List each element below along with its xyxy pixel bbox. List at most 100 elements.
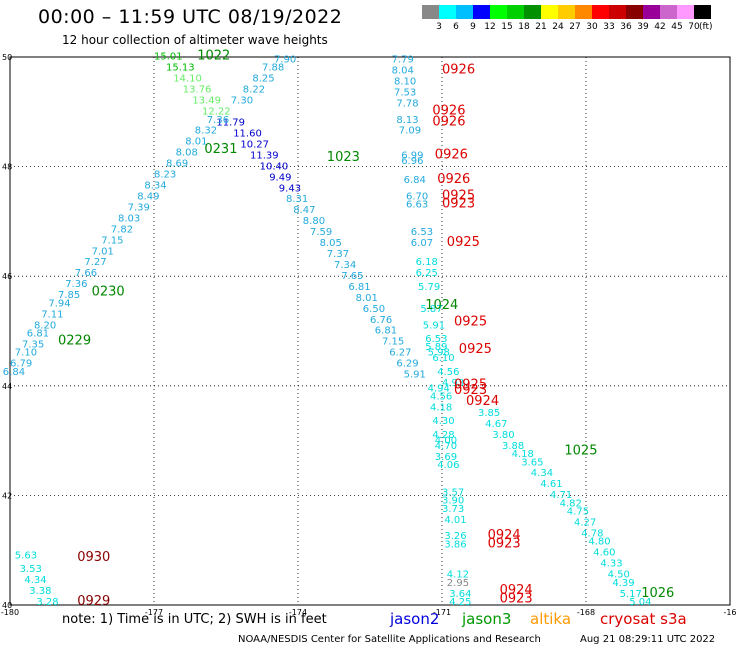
wave-height-label: 8.25	[252, 74, 274, 85]
wave-height-label: 8.32	[195, 126, 217, 137]
wave-height-label: 4.70	[435, 441, 457, 452]
wave-height-label: 7.65	[341, 271, 363, 282]
longitude-label: -180	[1, 608, 19, 617]
wave-height-label: 7.39	[128, 202, 150, 213]
scale-label: 18	[518, 22, 530, 32]
scale-label: 3	[436, 22, 442, 32]
wave-height-label: 6.10	[432, 353, 454, 364]
wave-height-label: 4.34	[24, 575, 46, 586]
scale-swatch	[507, 5, 524, 19]
scale-label: 30	[586, 22, 598, 32]
scale-swatch	[677, 5, 694, 19]
pass-time-label: 0925	[454, 378, 487, 393]
scale-label: 33	[603, 22, 615, 32]
wave-height-label: 6.63	[406, 200, 428, 211]
longitude-label: -16	[723, 608, 736, 617]
wave-height-label: 4.12	[447, 570, 469, 581]
wave-height-label: 7.15	[101, 235, 123, 246]
wave-height-label: 4.75	[567, 507, 589, 518]
wave-height-label: 6.96	[401, 156, 423, 167]
wave-height-label: 4.30	[432, 416, 454, 427]
pass-time-label: 0925	[447, 235, 480, 250]
wave-height-label: 5.89	[425, 342, 447, 353]
scale-label: 21	[535, 22, 547, 32]
wave-height-label: 6.53	[425, 334, 447, 345]
scale-label: 9	[470, 22, 476, 32]
wave-height-label: 6.79	[10, 359, 32, 370]
wave-height-label: 3.26	[444, 531, 466, 542]
wave-height-label: 3.28	[36, 597, 58, 608]
wave-height-label: 3.65	[521, 457, 543, 468]
wave-height-label: 5.98	[428, 348, 450, 359]
wave-height-label: 7.34	[334, 260, 356, 271]
pass-time-label: 0923	[500, 591, 533, 606]
latitude-label: 46	[2, 272, 12, 281]
scale-label: 12	[484, 22, 496, 32]
pass-time-label: 0924	[466, 394, 499, 409]
wave-height-label: 7.94	[48, 298, 70, 309]
satellite-legend-cryosat-s3a: cryosat s3a	[600, 610, 687, 628]
wave-height-label: 2.95	[447, 578, 469, 589]
wave-height-label: 3.86	[444, 539, 466, 550]
pass-time-label: 0229	[58, 334, 91, 349]
scale-swatch	[439, 5, 456, 19]
pass-time-label: 0926	[437, 172, 470, 187]
wave-height-label: 11.39	[250, 150, 279, 161]
wave-height-label: 4.33	[600, 559, 622, 570]
scale-swatch	[592, 5, 609, 19]
wave-height-label: 8.01	[356, 293, 378, 304]
scale-label: 27	[569, 22, 581, 32]
wave-height-label: 6.81	[375, 326, 397, 337]
wave-height-label: 3.88	[502, 441, 524, 452]
wave-height-label: 7.37	[327, 249, 349, 260]
pass-time-labels: 1022023110230230022910241025102609260926…	[58, 49, 674, 609]
scale-swatch	[660, 5, 677, 19]
footnote: note: 1) Time is in UTC; 2) SWH is in fe…	[62, 612, 327, 627]
wave-height-label: 8.31	[286, 194, 308, 205]
wave-height-label: 13.49	[192, 96, 221, 107]
pass-time-label: 0923	[454, 383, 487, 398]
scale-label: 36	[620, 22, 632, 32]
wave-height-label: 4.01	[444, 515, 466, 526]
wave-height-label: 3.53	[20, 564, 42, 575]
wave-height-label: 4.61	[540, 479, 562, 490]
scale-unit: (ft)	[699, 22, 713, 32]
map-frame	[9, 56, 731, 606]
wave-height-label: 8.49	[137, 191, 159, 202]
wave-height-label: 5.63	[15, 550, 37, 561]
wave-height-label: 6.76	[370, 315, 392, 326]
pass-time-label: 0929	[77, 594, 110, 609]
scale-swatch	[456, 5, 473, 19]
pass-time-label: 0923	[488, 536, 521, 551]
pass-time-label: 1025	[564, 443, 597, 458]
wave-height-label: 4.00	[435, 435, 457, 446]
wave-height-label: 10.40	[260, 161, 289, 172]
wave-height-label: 4.56	[437, 367, 459, 378]
scale-swatch	[609, 5, 626, 19]
pass-time-label: 1023	[327, 150, 360, 165]
latitude-label: 50	[2, 53, 12, 62]
wave-height-label: 6.50	[363, 304, 385, 315]
pass-time-label: 0924	[500, 583, 533, 598]
wave-height-label: 7.27	[84, 257, 106, 268]
wave-height-label: 7.53	[394, 87, 416, 98]
wave-height-label: 6.18	[416, 257, 438, 268]
satellite-legend-jason2: jason2	[390, 610, 440, 628]
wave-height-label: 4.34	[531, 468, 553, 479]
wave-height-label: 12.22	[202, 107, 231, 118]
wave-height-label: 8.20	[34, 320, 56, 331]
scale-label: 6	[453, 22, 459, 32]
wave-height-label: 6.27	[389, 348, 411, 359]
wave-height-label: 8.47	[293, 205, 315, 216]
wave-height-label: 9.49	[269, 172, 291, 183]
pass-time-label: 0231	[204, 142, 237, 157]
wave-height-label: 5.91	[404, 370, 426, 381]
wave-height-label: 6.29	[396, 359, 418, 370]
wave-height-label: 7.36	[207, 115, 229, 126]
wave-height-label: 5.91	[423, 320, 445, 331]
wave-height-label: 3.64	[449, 589, 471, 600]
scale-swatch	[490, 5, 507, 19]
scale-label: 24	[552, 22, 564, 32]
pass-time-label: 1022	[197, 49, 230, 64]
wave-height-label: 7.36	[65, 279, 87, 290]
